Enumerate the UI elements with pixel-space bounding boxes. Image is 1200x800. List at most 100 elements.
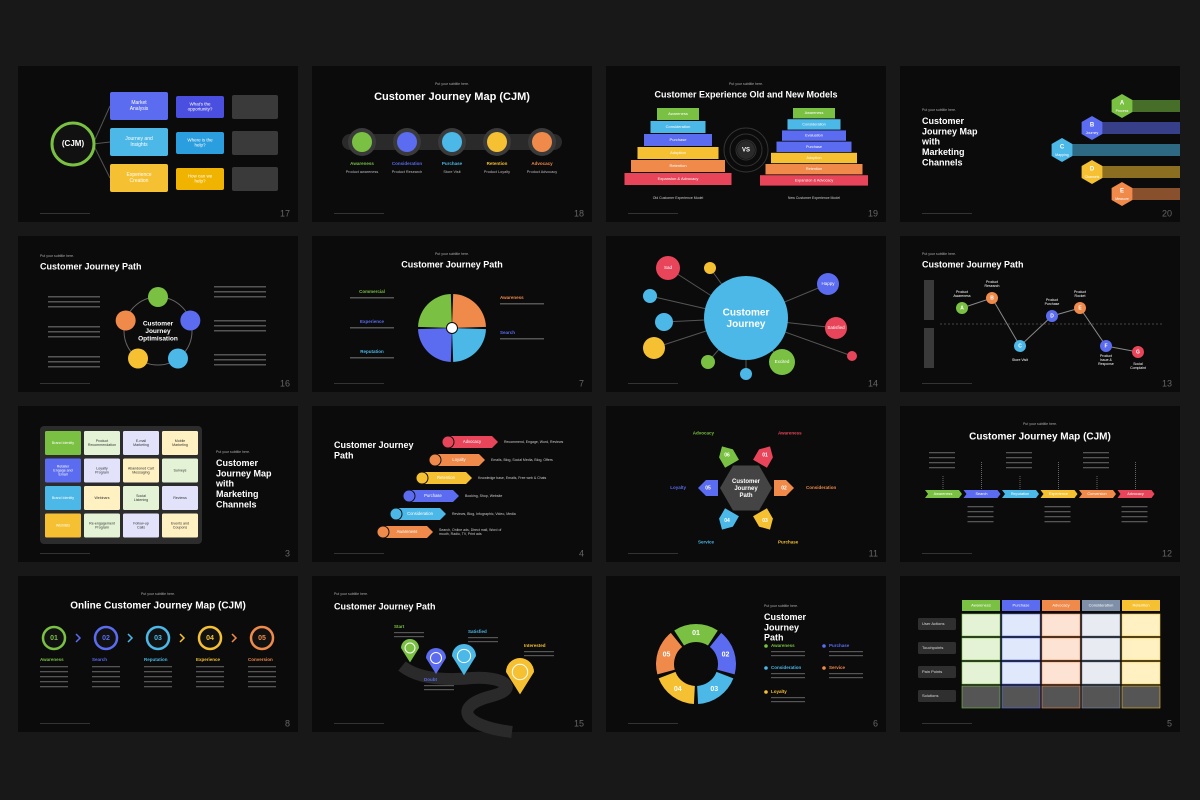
stage-arrow	[1002, 490, 1039, 498]
text-line	[48, 336, 100, 338]
pyramid-step	[644, 134, 712, 146]
slide-number: 13	[1162, 378, 1172, 388]
label: Measure	[1115, 197, 1129, 201]
text-line	[524, 651, 554, 653]
text-line	[196, 676, 224, 678]
text-line	[1121, 521, 1148, 523]
label: Purchase	[778, 540, 799, 545]
text-line	[524, 655, 554, 657]
label: Pain Points	[922, 669, 942, 674]
channel-band	[1092, 166, 1180, 178]
label: Sad	[664, 265, 673, 270]
label: Emails, Blog, Social Media, Blog, Offers	[491, 458, 553, 462]
step-arrow	[422, 472, 472, 484]
column-header	[962, 600, 1000, 611]
footer-line	[628, 723, 678, 724]
label: C	[1018, 343, 1022, 349]
arrow	[719, 446, 739, 468]
slide-number: 16	[280, 378, 290, 388]
label: Consideration	[1089, 603, 1114, 608]
footer-line	[334, 213, 384, 214]
stage	[167, 348, 188, 369]
label: Purchase	[1013, 603, 1031, 608]
slide: Awareness Purchase Advocacy Consideration Re…	[900, 576, 1180, 732]
text-line	[92, 676, 120, 678]
text-line	[771, 701, 805, 703]
label: 03	[762, 518, 768, 524]
pin-face	[430, 652, 442, 664]
swirl-segment	[418, 294, 452, 328]
label: Evaluation	[805, 134, 823, 138]
box	[110, 128, 168, 156]
slide: Put your subtitle here. Customer Journey …	[312, 66, 592, 222]
label: Brand Identity	[52, 441, 74, 445]
cell	[1041, 613, 1081, 637]
label: Search	[975, 492, 987, 496]
swirl-segment	[452, 328, 486, 362]
label: Consideration	[392, 161, 423, 166]
vs	[737, 141, 755, 159]
label: Consideration	[666, 124, 691, 129]
footer-line	[628, 383, 678, 384]
cycle-segment	[709, 632, 736, 675]
label: Experience	[196, 657, 221, 662]
connector	[92, 141, 111, 145]
label: B	[990, 295, 994, 301]
label: Advocacy	[1052, 603, 1069, 608]
slide-bg	[606, 576, 886, 732]
slide-number: 12	[1162, 548, 1172, 558]
label: Product Research	[985, 280, 1000, 288]
arrow	[774, 480, 794, 496]
cell	[123, 431, 159, 455]
bubble	[701, 355, 715, 369]
pyramid-step	[782, 130, 846, 141]
label: 05	[705, 485, 711, 491]
label: Service	[698, 540, 715, 545]
text-line	[771, 655, 805, 657]
label: 01	[50, 635, 58, 642]
step-arrow	[448, 436, 498, 448]
footer-line	[922, 213, 972, 214]
slide-number: 6	[873, 718, 878, 728]
text-line	[1083, 452, 1109, 454]
arrow	[719, 508, 739, 530]
text-line	[929, 462, 955, 464]
label: Customer Journey	[723, 307, 770, 330]
slide: Market Analysis What's the opportunity? Jour…	[18, 66, 298, 222]
text-line	[1044, 506, 1071, 508]
label: 01	[762, 452, 768, 458]
text-line	[1121, 506, 1148, 508]
label: Touchpoints	[922, 645, 943, 650]
footer-line	[334, 553, 384, 554]
slide-number: 14	[868, 378, 878, 388]
cell	[162, 458, 198, 483]
column-header	[1042, 600, 1080, 611]
slide: Put your subtitle here. Customer Journey …	[312, 236, 592, 392]
hexagon	[1111, 182, 1133, 206]
cycle-segment	[674, 624, 718, 646]
cell	[1121, 661, 1161, 685]
step-arrow	[435, 454, 485, 466]
phase-bar	[924, 280, 934, 320]
point	[1074, 302, 1086, 314]
label: Loyalty	[670, 485, 686, 490]
text-line	[829, 655, 863, 657]
label: G	[1136, 349, 1140, 355]
step-icon	[389, 507, 403, 521]
label: Service	[829, 665, 846, 670]
column-header	[1122, 600, 1160, 611]
bubble	[643, 337, 665, 359]
text-line	[394, 636, 424, 638]
chevron	[231, 633, 238, 643]
point	[1100, 340, 1112, 352]
cycle-segment	[658, 671, 695, 704]
text-line	[424, 689, 454, 691]
label: Awareness	[805, 111, 824, 115]
label: Solutions	[922, 693, 938, 698]
label: 05	[663, 651, 671, 658]
cell	[84, 486, 120, 510]
label: 02	[722, 651, 730, 658]
text-line	[48, 356, 100, 358]
text-line	[829, 651, 863, 653]
label: Store Visit	[443, 170, 461, 174]
